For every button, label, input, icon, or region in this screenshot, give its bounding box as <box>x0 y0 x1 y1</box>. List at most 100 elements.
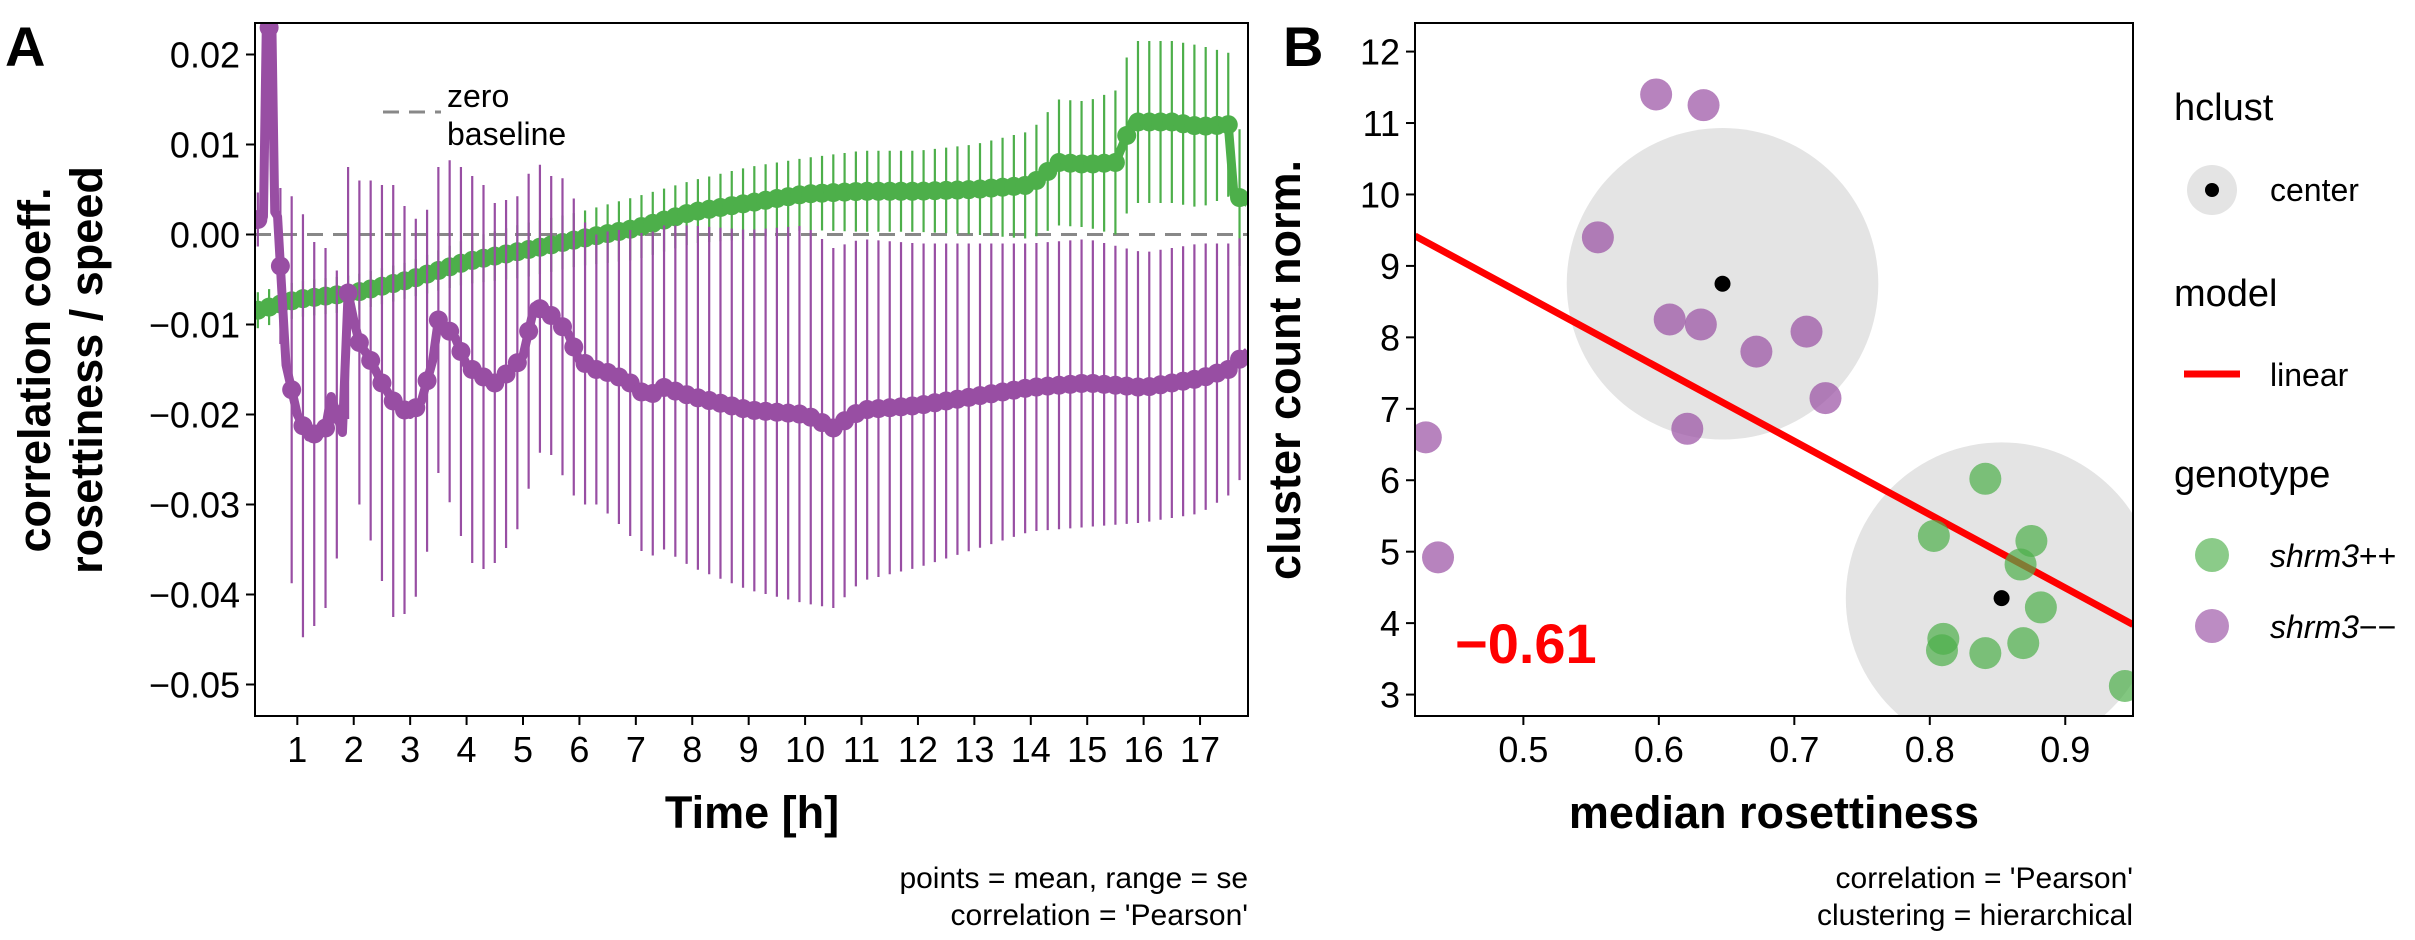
panel-b-label: B <box>1283 15 1323 78</box>
x-tick-label: 0.6 <box>1634 729 1684 770</box>
x-tick-label: 10 <box>785 729 825 770</box>
panel-a-frame <box>254 22 1249 717</box>
legend-shrm3-mm-swatch <box>2195 609 2229 643</box>
mean-point-purple <box>327 405 347 424</box>
x-tick-label: 9 <box>739 729 759 770</box>
scatter-point-shrm3-- <box>1581 221 1614 254</box>
x-tick-label: 12 <box>898 729 938 770</box>
panel-a-x-axis: 1 2 3 4 5 6 7 8 9 10 11 12 13 14 15 16 17 <box>287 716 1220 770</box>
scatter-point-shrm3-- <box>1653 303 1686 336</box>
scatter-point-shrm3-- <box>1687 89 1720 122</box>
scatter-point-shrm3-- <box>1740 335 1773 368</box>
mean-point-purple <box>282 380 302 400</box>
mean-point-green <box>1218 115 1238 135</box>
scatter-point-shrm3++ <box>2024 591 2057 624</box>
legend-baseline-label: baseline <box>447 116 566 152</box>
legend-hclust-title: hclust <box>2174 87 2274 129</box>
y-tick-label: 0.02 <box>170 35 240 76</box>
scatter-point-shrm3++ <box>2108 669 2133 702</box>
x-tick-label: 0.9 <box>2040 729 2090 770</box>
panel-a-label: A <box>5 15 45 78</box>
mean-point-purple <box>259 23 279 37</box>
x-tick-label: 4 <box>457 729 477 770</box>
legend-shrm3-pp-label: shrm3++ <box>2270 538 2396 574</box>
x-tick-label: 2 <box>344 729 364 770</box>
scatter-point-shrm3++ <box>1925 634 1958 667</box>
y-tick-label: −0.05 <box>149 665 240 706</box>
panel-b-y-axis: 3 4 5 6 7 8 9 10 11 12 <box>1360 32 1415 716</box>
series-green <box>255 41 1248 329</box>
scatter-point-shrm3-- <box>1671 412 1704 445</box>
panel-a-y-title-line2: rosettiness / speed <box>61 166 112 574</box>
y-tick-label: 3 <box>1380 675 1400 716</box>
x-tick-label: 16 <box>1124 729 1164 770</box>
y-tick-label: 0.00 <box>170 215 240 256</box>
panel-b-legend: hclust center model linear genotype shrm… <box>2174 87 2396 645</box>
scatter-point-shrm3-- <box>1809 382 1842 415</box>
panel-a-y-title-line1: correlation coeff. <box>9 187 60 552</box>
panel-b-x-axis: 0.5 0.6 0.7 0.8 0.9 <box>1498 716 2090 770</box>
mean-point-green <box>1117 126 1137 145</box>
legend-model-title: model <box>2174 273 2278 315</box>
y-tick-label: 12 <box>1360 32 1400 73</box>
mean-point-purple <box>255 210 268 229</box>
mean-point-purple <box>564 337 584 357</box>
panel-a-plot-area <box>255 23 1248 638</box>
panel-b-plot-area <box>1415 78 2133 716</box>
scatter-point-shrm3-- <box>1790 315 1823 348</box>
mean-point-purple <box>270 256 290 276</box>
mean-point-purple <box>338 283 358 303</box>
panel-a-x-title: Time [h] <box>665 787 839 838</box>
scatter-point-shrm3++ <box>1969 637 2002 670</box>
mean-point-purple <box>372 373 392 393</box>
y-tick-label: 6 <box>1380 460 1400 501</box>
cluster-center-dot <box>1993 590 2010 607</box>
cluster-center-dot <box>1714 275 1731 292</box>
x-tick-label: 13 <box>954 729 994 770</box>
scatter-point-shrm3-- <box>1684 308 1717 341</box>
y-tick-label: 8 <box>1380 317 1400 358</box>
legend-linear-label: linear <box>2270 357 2349 393</box>
legend-center-label: center <box>2270 172 2359 208</box>
y-tick-label: 0.01 <box>170 125 240 166</box>
x-tick-label: 8 <box>682 729 702 770</box>
correlation-value-label: −0.61 <box>1455 612 1597 675</box>
legend-shrm3-pp-swatch <box>2195 538 2229 572</box>
mean-point-purple <box>552 317 572 337</box>
mean-point-purple <box>440 321 460 341</box>
x-tick-label: 0.7 <box>1769 729 1819 770</box>
x-tick-label: 1 <box>287 729 307 770</box>
y-tick-label: 5 <box>1380 532 1400 573</box>
y-tick-label: 11 <box>1363 103 1400 144</box>
panel-a: A 1 2 3 4 5 6 7 8 9 10 11 12 13 14 15 16 17 0.020.010.00… <box>5 15 1249 932</box>
x-tick-label: 5 <box>513 729 533 770</box>
x-tick-label: 15 <box>1067 729 1107 770</box>
mean-point-purple <box>349 333 369 352</box>
panel-a-y-axis: 0.02 0.01 0.00 −0.01 −0.02 −0.03 −0.04 −0.05 <box>149 35 255 706</box>
x-tick-label: 17 <box>1180 729 1220 770</box>
legend-zero-label: zero <box>447 78 509 114</box>
y-tick-label: 10 <box>1360 174 1400 215</box>
y-tick-label: 9 <box>1380 246 1400 287</box>
mean-point-purple <box>361 351 381 370</box>
mean-point-purple <box>451 342 471 361</box>
scatter-point-shrm3-- <box>1422 541 1455 574</box>
panel-b-x-title: median rosettiness <box>1569 787 1979 838</box>
panel-a-inline-legend: zero baseline <box>383 78 566 152</box>
panel-b-frame <box>1414 22 2134 717</box>
panel-b-caption-1: correlation = 'Pearson' <box>1836 862 2133 895</box>
y-tick-label: −0.01 <box>149 305 240 346</box>
mean-point-purple <box>507 353 527 373</box>
y-tick-label: −0.04 <box>149 575 240 616</box>
x-tick-label: 6 <box>569 729 589 770</box>
panel-a-caption-2: correlation = 'Pearson' <box>951 899 1248 932</box>
scatter-point-shrm3++ <box>2004 548 2037 581</box>
y-tick-label: −0.02 <box>149 395 240 436</box>
x-tick-label: 0.5 <box>1498 729 1548 770</box>
mean-point-green <box>1105 153 1125 172</box>
x-tick-label: 14 <box>1011 729 1051 770</box>
y-tick-label: 4 <box>1380 603 1400 644</box>
mean-point-purple <box>519 321 539 341</box>
legend-shrm3-mm-label: shrm3−− <box>2270 609 2396 645</box>
